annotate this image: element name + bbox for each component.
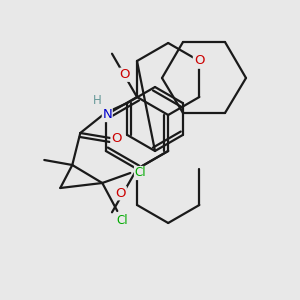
Text: Cl: Cl: [134, 167, 146, 179]
Text: H: H: [93, 94, 102, 107]
Text: O: O: [116, 187, 126, 200]
Text: O: O: [194, 55, 205, 68]
Text: O: O: [111, 131, 122, 145]
Text: Cl: Cl: [116, 214, 128, 227]
Text: O: O: [120, 68, 130, 81]
Text: N: N: [102, 109, 112, 122]
